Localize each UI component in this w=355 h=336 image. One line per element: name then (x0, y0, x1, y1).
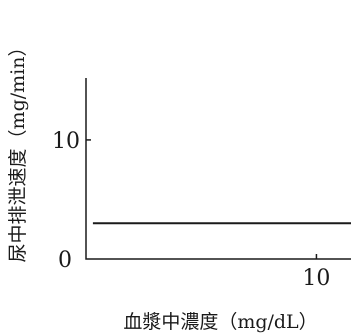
x-axis-ticks: 0 10 (58, 248, 330, 291)
x-axis-label: 血漿中濃度（mg/dL） (123, 311, 317, 333)
y-axis-label: 尿中排泄速度（mg/min） (7, 38, 29, 263)
x-tick-label: 0 (58, 248, 72, 273)
axis-frame (85, 78, 351, 260)
x-tick-label: 10 (302, 266, 330, 291)
y-axis-ticks: 10 (52, 129, 91, 154)
y-tick-label: 10 (52, 129, 80, 154)
axes (85, 78, 351, 260)
